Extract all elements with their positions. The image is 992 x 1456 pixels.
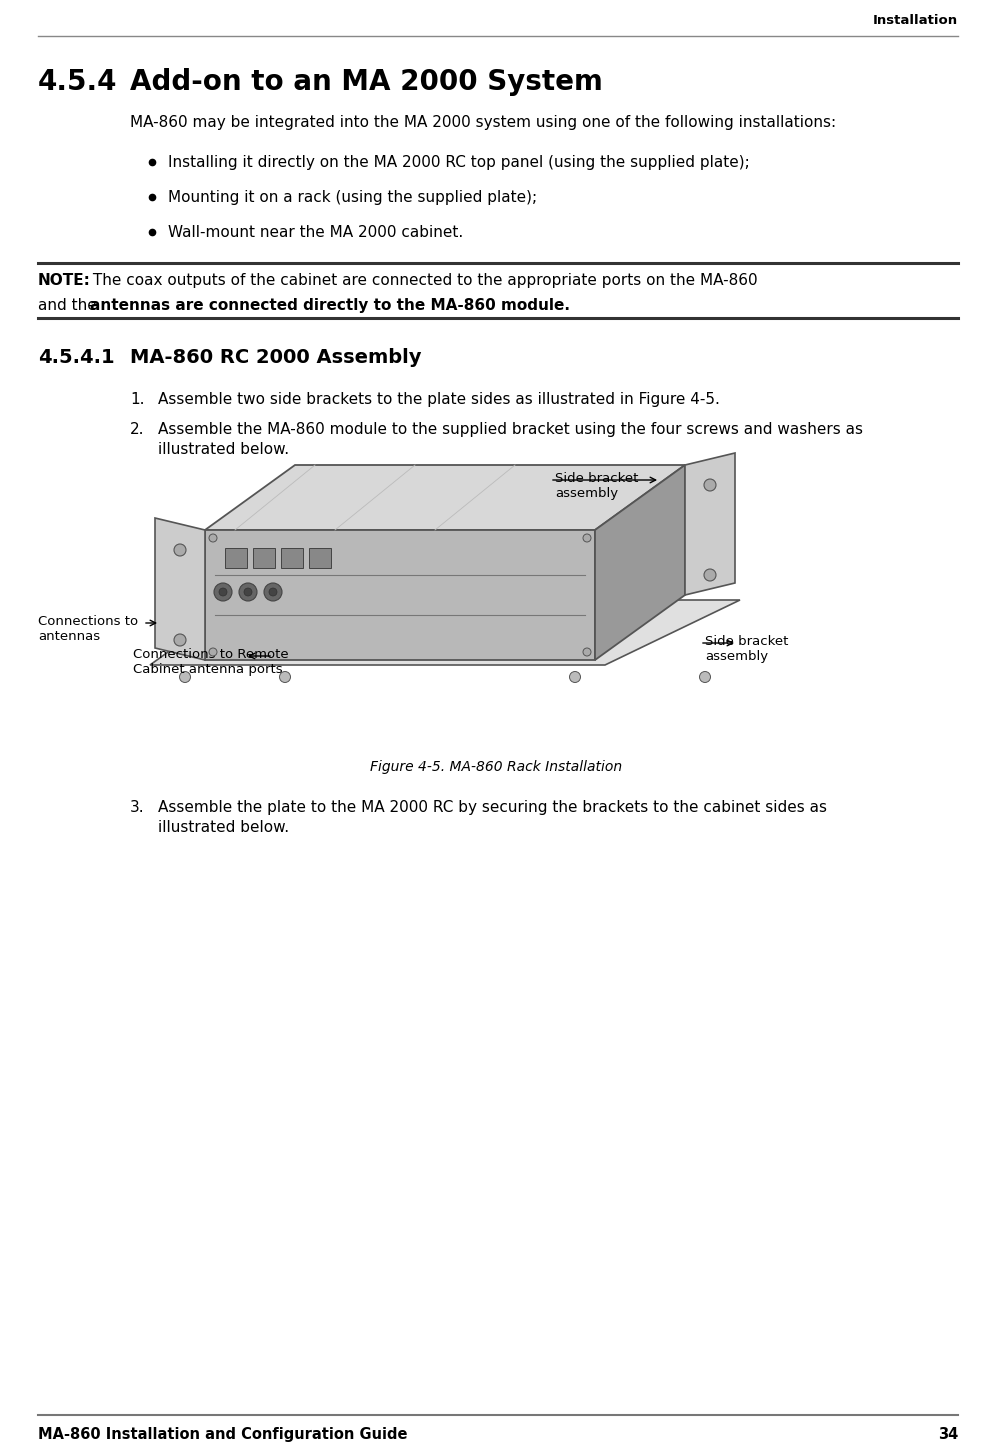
Polygon shape bbox=[155, 518, 205, 660]
Bar bbox=[309, 547, 331, 568]
Text: 1.: 1. bbox=[130, 392, 145, 408]
Circle shape bbox=[239, 582, 257, 601]
Text: 2.: 2. bbox=[130, 422, 145, 437]
Text: 34: 34 bbox=[937, 1427, 958, 1441]
Circle shape bbox=[699, 671, 710, 683]
Text: Assemble two side brackets to the plate sides as illustrated in Figure 4-5.: Assemble two side brackets to the plate … bbox=[158, 392, 720, 408]
Text: NOTE:: NOTE: bbox=[38, 272, 91, 288]
Text: Wall-mount near the MA 2000 cabinet.: Wall-mount near the MA 2000 cabinet. bbox=[168, 226, 463, 240]
Bar bbox=[253, 547, 275, 568]
Polygon shape bbox=[150, 600, 740, 665]
Circle shape bbox=[583, 648, 591, 657]
Bar bbox=[225, 547, 247, 568]
Text: and the: and the bbox=[38, 298, 101, 313]
Text: 3.: 3. bbox=[130, 799, 145, 815]
Text: antennas are connected directly to the MA-860 module.: antennas are connected directly to the M… bbox=[90, 298, 570, 313]
Text: 4.5.4: 4.5.4 bbox=[38, 68, 117, 96]
Circle shape bbox=[280, 671, 291, 683]
Circle shape bbox=[174, 633, 186, 646]
Circle shape bbox=[244, 588, 252, 596]
Text: Connections to
antennas: Connections to antennas bbox=[38, 614, 138, 644]
Circle shape bbox=[264, 582, 282, 601]
Circle shape bbox=[209, 534, 217, 542]
Polygon shape bbox=[685, 453, 735, 596]
Circle shape bbox=[174, 545, 186, 556]
Text: Side bracket
assembly: Side bracket assembly bbox=[555, 472, 639, 499]
Circle shape bbox=[269, 588, 277, 596]
Text: 4.5.4.1: 4.5.4.1 bbox=[38, 348, 115, 367]
Text: MA-860 may be integrated into the MA 2000 system using one of the following inst: MA-860 may be integrated into the MA 200… bbox=[130, 115, 836, 130]
Text: Installation: Installation bbox=[873, 13, 958, 26]
Circle shape bbox=[704, 569, 716, 581]
Text: illustrated below.: illustrated below. bbox=[158, 820, 289, 834]
Polygon shape bbox=[205, 464, 685, 530]
Text: Assemble the plate to the MA 2000 RC by securing the brackets to the cabinet sid: Assemble the plate to the MA 2000 RC by … bbox=[158, 799, 827, 815]
Circle shape bbox=[219, 588, 227, 596]
Circle shape bbox=[209, 648, 217, 657]
Text: Installing it directly on the MA 2000 RC top panel (using the supplied plate);: Installing it directly on the MA 2000 RC… bbox=[168, 154, 750, 170]
Text: Connections to Remote
Cabinet antenna ports: Connections to Remote Cabinet antenna po… bbox=[133, 648, 289, 676]
Text: Add-on to an MA 2000 System: Add-on to an MA 2000 System bbox=[130, 68, 603, 96]
Text: Side bracket
assembly: Side bracket assembly bbox=[705, 635, 789, 662]
Bar bbox=[281, 547, 303, 568]
Text: MA-860 RC 2000 Assembly: MA-860 RC 2000 Assembly bbox=[130, 348, 422, 367]
Text: Mounting it on a rack (using the supplied plate);: Mounting it on a rack (using the supplie… bbox=[168, 189, 537, 205]
Circle shape bbox=[583, 534, 591, 542]
Circle shape bbox=[214, 582, 232, 601]
Polygon shape bbox=[595, 464, 685, 660]
Text: The coax outputs of the cabinet are connected to the appropriate ports on the MA: The coax outputs of the cabinet are conn… bbox=[88, 272, 758, 288]
Circle shape bbox=[704, 479, 716, 491]
Text: illustrated below.: illustrated below. bbox=[158, 443, 289, 457]
Circle shape bbox=[569, 671, 580, 683]
Text: MA-860 Installation and Configuration Guide: MA-860 Installation and Configuration Gu… bbox=[38, 1427, 408, 1441]
Polygon shape bbox=[205, 530, 595, 660]
Circle shape bbox=[180, 671, 190, 683]
Text: Figure 4-5. MA-860 Rack Installation: Figure 4-5. MA-860 Rack Installation bbox=[370, 760, 622, 775]
Text: Assemble the MA-860 module to the supplied bracket using the four screws and was: Assemble the MA-860 module to the suppli… bbox=[158, 422, 863, 437]
